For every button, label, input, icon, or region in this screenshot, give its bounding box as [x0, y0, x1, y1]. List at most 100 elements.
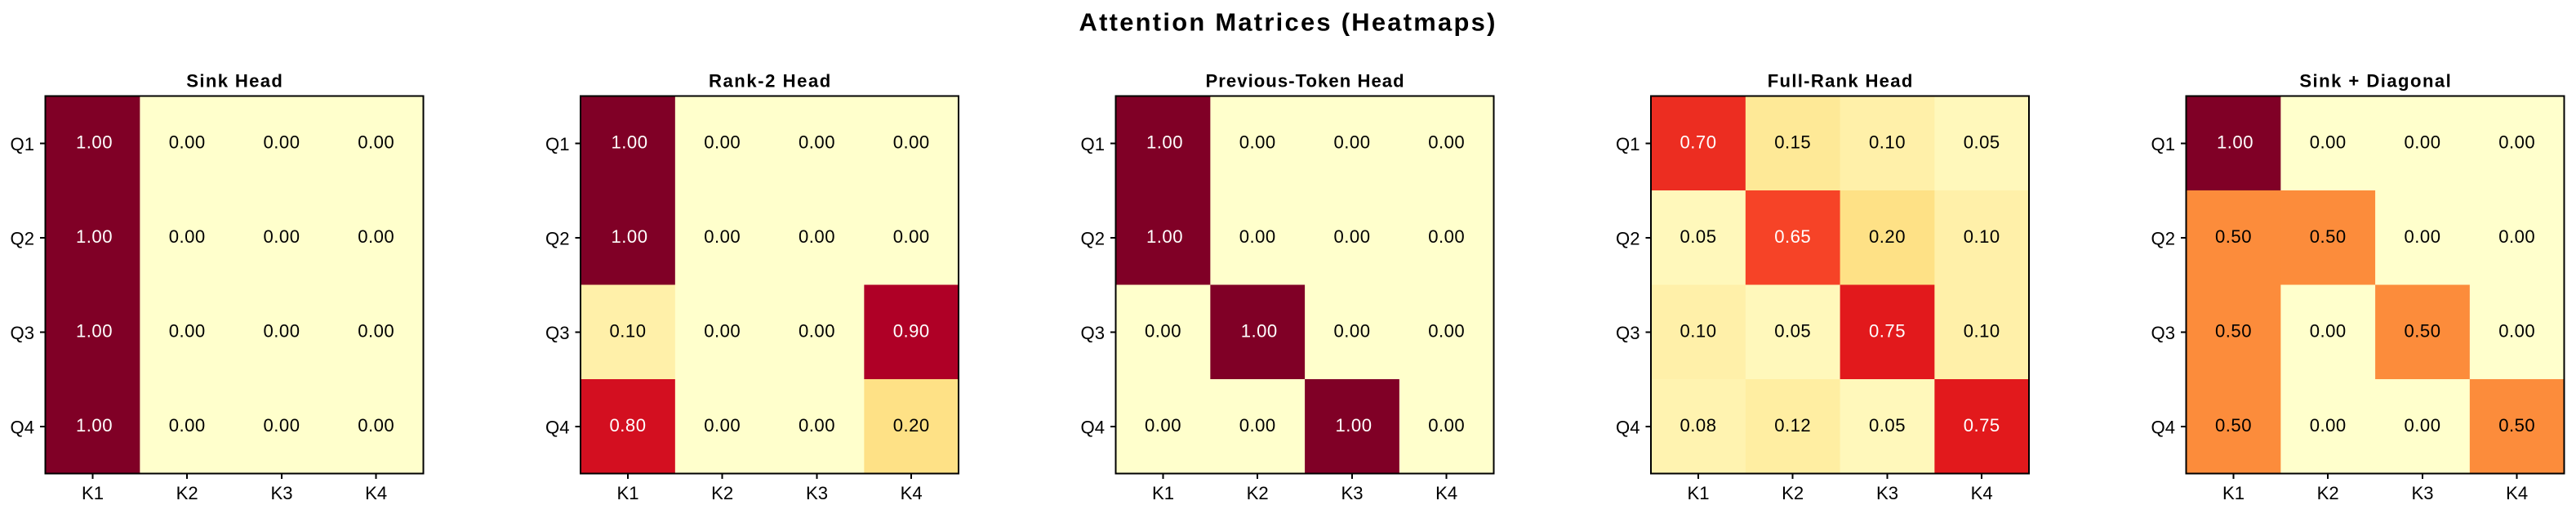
svg-text:Q3: Q3: [2151, 323, 2175, 343]
svg-text:0.00: 0.00: [893, 132, 930, 152]
svg-text:K3: K3: [806, 483, 828, 503]
svg-text:K2: K2: [1782, 483, 1804, 503]
svg-text:K3: K3: [1876, 483, 1898, 503]
svg-text:K3: K3: [2411, 483, 2433, 503]
svg-text:0.50: 0.50: [2310, 226, 2347, 247]
svg-text:1.00: 1.00: [2217, 132, 2253, 152]
svg-text:Q3: Q3: [1081, 323, 1105, 343]
svg-text:0.00: 0.00: [1239, 226, 1276, 247]
svg-text:0.75: 0.75: [1869, 320, 1906, 341]
svg-text:0.12: 0.12: [1774, 415, 1811, 436]
svg-text:0.00: 0.00: [2310, 320, 2347, 341]
svg-text:K3: K3: [1341, 483, 1363, 503]
svg-text:Q2: Q2: [1616, 229, 1639, 249]
svg-text:0.50: 0.50: [2498, 415, 2535, 436]
svg-text:0.00: 0.00: [704, 320, 741, 341]
svg-text:0.10: 0.10: [609, 320, 646, 341]
svg-text:0.00: 0.00: [704, 415, 741, 436]
svg-text:1.00: 1.00: [1146, 132, 1183, 152]
svg-text:K4: K4: [1435, 483, 1457, 503]
svg-text:0.00: 0.00: [358, 320, 394, 341]
svg-text:Q3: Q3: [545, 323, 569, 343]
svg-text:K2: K2: [1247, 483, 1269, 503]
svg-text:0.00: 0.00: [2498, 226, 2535, 247]
svg-text:Q3: Q3: [1616, 323, 1639, 343]
svg-text:1.00: 1.00: [76, 226, 113, 247]
svg-text:0.00: 0.00: [704, 132, 741, 152]
svg-text:1.00: 1.00: [1241, 320, 1278, 341]
svg-text:K1: K1: [1687, 483, 1709, 503]
svg-text:1.00: 1.00: [1335, 415, 1372, 436]
svg-text:Q1: Q1: [545, 134, 569, 154]
svg-text:Sink + Diagonal: Sink + Diagonal: [2299, 70, 2452, 91]
svg-text:Q1: Q1: [1616, 134, 1639, 154]
svg-text:Q3: Q3: [11, 323, 34, 343]
svg-text:0.00: 0.00: [799, 320, 835, 341]
svg-text:0.50: 0.50: [2215, 320, 2252, 341]
svg-text:0.00: 0.00: [2404, 226, 2440, 247]
svg-text:0.75: 0.75: [1964, 415, 2000, 436]
svg-text:1.00: 1.00: [611, 132, 647, 152]
svg-text:1.00: 1.00: [76, 415, 113, 436]
svg-text:Rank-2 Head: Rank-2 Head: [709, 70, 832, 91]
svg-text:0.00: 0.00: [893, 226, 930, 247]
svg-text:0.00: 0.00: [1333, 132, 1370, 152]
svg-text:0.00: 0.00: [2498, 320, 2535, 341]
svg-text:0.00: 0.00: [169, 320, 206, 341]
svg-text:0.00: 0.00: [1428, 415, 1465, 436]
svg-text:0.10: 0.10: [1680, 320, 1716, 341]
svg-text:1.00: 1.00: [76, 132, 113, 152]
svg-text:Q1: Q1: [1081, 134, 1105, 154]
svg-text:K1: K1: [2222, 483, 2245, 503]
svg-text:0.00: 0.00: [358, 226, 394, 247]
svg-text:0.20: 0.20: [893, 415, 930, 436]
svg-text:K1: K1: [82, 483, 104, 503]
svg-text:K1: K1: [616, 483, 638, 503]
svg-text:0.00: 0.00: [358, 415, 394, 436]
svg-text:0.00: 0.00: [169, 132, 206, 152]
svg-text:0.00: 0.00: [263, 226, 300, 247]
svg-text:K4: K4: [901, 483, 923, 503]
svg-text:0.00: 0.00: [1428, 320, 1465, 341]
svg-text:0.00: 0.00: [1145, 415, 1181, 436]
svg-text:0.00: 0.00: [799, 415, 835, 436]
svg-text:0.65: 0.65: [1774, 226, 1811, 247]
svg-text:Previous-Token Head: Previous-Token Head: [1205, 70, 1404, 91]
svg-text:0.05: 0.05: [1774, 320, 1811, 341]
svg-text:0.10: 0.10: [1964, 226, 2000, 247]
svg-text:Q4: Q4: [1616, 418, 1639, 438]
svg-text:Q2: Q2: [11, 229, 34, 249]
svg-text:0.05: 0.05: [1964, 132, 2000, 152]
svg-text:0.08: 0.08: [1680, 415, 1716, 436]
svg-text:0.00: 0.00: [2404, 415, 2440, 436]
svg-text:K4: K4: [2506, 483, 2528, 503]
svg-text:K1: K1: [1152, 483, 1174, 503]
svg-text:0.00: 0.00: [2310, 132, 2347, 152]
svg-text:0.20: 0.20: [1869, 226, 1906, 247]
svg-text:0.00: 0.00: [263, 132, 300, 152]
svg-text:0.50: 0.50: [2215, 415, 2252, 436]
svg-text:0.00: 0.00: [704, 226, 741, 247]
svg-text:K2: K2: [711, 483, 733, 503]
svg-text:K4: K4: [1971, 483, 1993, 503]
svg-text:0.05: 0.05: [1869, 415, 1906, 436]
svg-text:0.00: 0.00: [169, 415, 206, 436]
svg-text:0.05: 0.05: [1680, 226, 1716, 247]
svg-text:Q2: Q2: [2151, 229, 2175, 249]
svg-text:0.00: 0.00: [1239, 132, 1276, 152]
svg-text:0.00: 0.00: [169, 226, 206, 247]
svg-text:0.00: 0.00: [1428, 132, 1465, 152]
svg-text:Q2: Q2: [1081, 229, 1105, 249]
svg-text:0.00: 0.00: [1239, 415, 1276, 436]
svg-text:0.50: 0.50: [2404, 320, 2440, 341]
svg-text:Q4: Q4: [11, 418, 34, 438]
svg-text:Q1: Q1: [2151, 134, 2175, 154]
svg-text:K2: K2: [2317, 483, 2339, 503]
svg-text:0.70: 0.70: [1680, 132, 1716, 152]
svg-text:Q4: Q4: [2151, 418, 2175, 438]
svg-text:0.00: 0.00: [1145, 320, 1181, 341]
svg-text:Full-Rank Head: Full-Rank Head: [1768, 70, 1914, 91]
svg-text:0.00: 0.00: [1333, 226, 1370, 247]
svg-text:0.10: 0.10: [1869, 132, 1906, 152]
svg-text:0.00: 0.00: [263, 320, 300, 341]
